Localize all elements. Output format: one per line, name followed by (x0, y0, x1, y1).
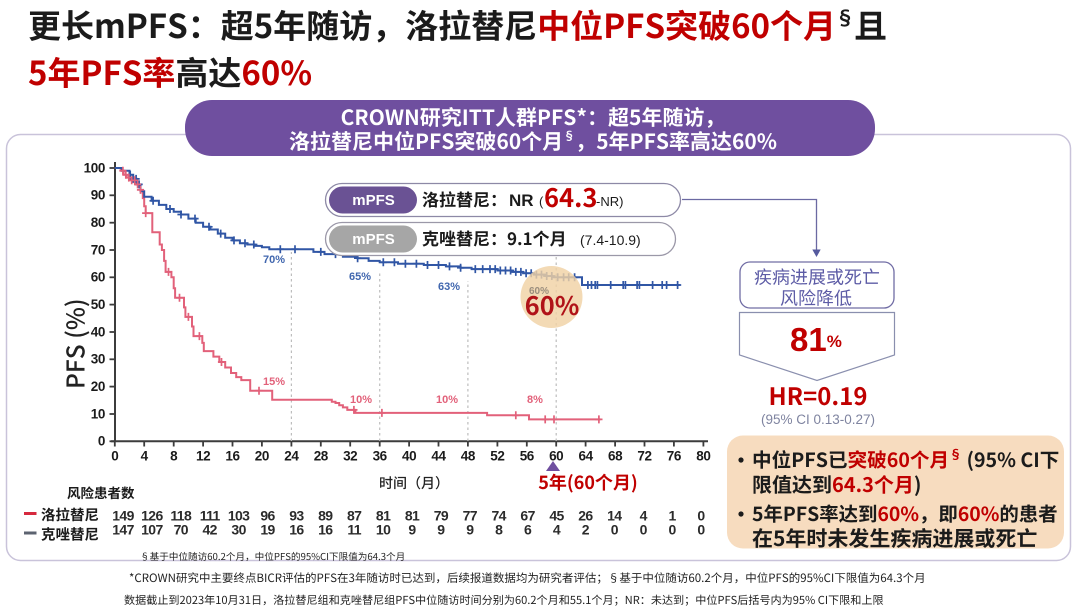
svg-text:0: 0 (697, 508, 705, 524)
svg-text:81: 81 (376, 508, 391, 524)
svg-text:30: 30 (231, 522, 246, 538)
svg-text:60: 60 (91, 270, 105, 285)
svg-text:87: 87 (347, 508, 362, 524)
svg-text:74: 74 (492, 508, 507, 524)
svg-text:14: 14 (607, 508, 622, 524)
svg-text:11: 11 (347, 522, 361, 538)
svg-text:96: 96 (260, 508, 275, 524)
svg-text:70: 70 (91, 242, 105, 257)
svg-text:80: 80 (696, 449, 710, 464)
svg-text:20: 20 (91, 379, 105, 394)
svg-text:72: 72 (637, 449, 651, 464)
svg-text:0: 0 (611, 522, 619, 538)
svg-text:9: 9 (437, 522, 445, 538)
svg-text:48: 48 (461, 449, 476, 464)
svg-text:93: 93 (289, 508, 304, 524)
svg-text:30: 30 (91, 352, 105, 367)
svg-text:126: 126 (141, 508, 163, 524)
svg-text:56: 56 (520, 449, 535, 464)
svg-text:77: 77 (463, 508, 478, 524)
svg-text:15%: 15% (263, 376, 285, 388)
svg-text:8: 8 (495, 522, 503, 538)
svg-text:64: 64 (578, 449, 593, 464)
svg-text:60: 60 (549, 449, 563, 464)
svg-text:10%: 10% (436, 394, 458, 406)
svg-text:70%: 70% (263, 254, 285, 266)
svg-text:4: 4 (141, 449, 149, 464)
svg-text:90: 90 (91, 188, 105, 203)
svg-text:(: ( (539, 194, 544, 209)
svg-text:52: 52 (490, 449, 504, 464)
svg-text:4: 4 (640, 508, 648, 524)
svg-text:19: 19 (260, 522, 275, 538)
svg-text:36: 36 (373, 449, 388, 464)
svg-text:NR: NR (509, 191, 534, 210)
svg-text:65%: 65% (349, 271, 371, 283)
svg-text:149: 149 (112, 508, 134, 524)
svg-text:6: 6 (524, 522, 532, 538)
svg-text:40: 40 (402, 449, 416, 464)
svg-text:50: 50 (91, 297, 105, 312)
svg-text:8: 8 (170, 449, 178, 464)
svg-text:70: 70 (174, 522, 189, 538)
svg-text:32: 32 (343, 449, 357, 464)
svg-text:42: 42 (203, 522, 218, 538)
svg-text:0: 0 (111, 449, 118, 464)
svg-text:0: 0 (669, 522, 677, 538)
svg-text:10: 10 (91, 406, 105, 421)
svg-text:20: 20 (255, 449, 269, 464)
svg-text:16: 16 (225, 449, 240, 464)
svg-text:16: 16 (289, 522, 304, 538)
svg-text:24: 24 (284, 449, 299, 464)
svg-text:9: 9 (408, 522, 416, 538)
svg-text:67: 67 (520, 508, 535, 524)
svg-text:103: 103 (228, 508, 250, 524)
svg-text:10%: 10% (350, 394, 372, 406)
svg-text:28: 28 (314, 449, 329, 464)
svg-text:0: 0 (98, 434, 105, 449)
svg-text:12: 12 (196, 449, 210, 464)
svg-text:26: 26 (578, 508, 593, 524)
svg-text:81: 81 (405, 508, 420, 524)
svg-text:(95% CI 0.13-0.27): (95% CI 0.13-0.27) (761, 412, 875, 427)
svg-text:2: 2 (582, 522, 590, 538)
svg-text:45: 45 (549, 508, 564, 524)
svg-text:107: 107 (141, 522, 163, 538)
svg-text:79: 79 (434, 508, 449, 524)
svg-text:16: 16 (318, 522, 333, 538)
svg-text:68: 68 (608, 449, 623, 464)
svg-text:4: 4 (553, 522, 561, 538)
svg-text:0: 0 (640, 522, 648, 538)
svg-text:-NR): -NR) (596, 194, 623, 209)
svg-text:10: 10 (376, 522, 391, 538)
svg-text:mPFS: mPFS (352, 231, 395, 248)
svg-text:111: 111 (200, 508, 221, 524)
svg-text:118: 118 (170, 508, 192, 524)
svg-text:(7.4-10.9): (7.4-10.9) (580, 232, 641, 248)
svg-text:8%: 8% (527, 394, 543, 406)
svg-text:mPFS: mPFS (352, 192, 395, 209)
svg-text:9: 9 (466, 522, 474, 538)
svg-text:100: 100 (84, 160, 105, 175)
svg-text:44: 44 (431, 449, 446, 464)
svg-text:60%: 60% (529, 286, 549, 297)
svg-text:63%: 63% (438, 281, 460, 293)
svg-text:40: 40 (91, 324, 105, 339)
svg-text:0: 0 (697, 522, 705, 538)
svg-text:147: 147 (112, 522, 134, 538)
svg-text:76: 76 (667, 449, 682, 464)
svg-text:89: 89 (318, 508, 333, 524)
svg-text:1: 1 (669, 508, 677, 524)
svg-text:80: 80 (91, 215, 105, 230)
